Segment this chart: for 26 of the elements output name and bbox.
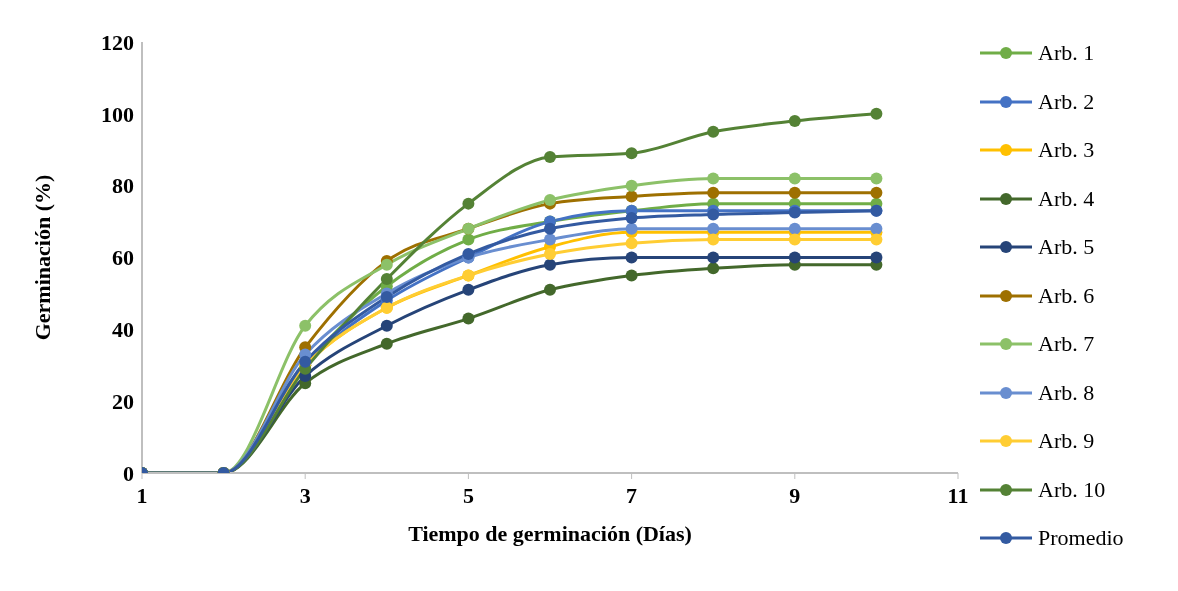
legend-label: Arb. 10 [1038, 476, 1106, 503]
x-tick-label: 11 [947, 482, 969, 508]
x-tick-label: 1 [136, 482, 148, 508]
x-tick-label: 5 [462, 482, 474, 508]
x-axis-title: Tiempo de germinación (Días) [408, 521, 692, 546]
y-tick-label: 20 [112, 388, 134, 414]
y-axis-title: Germinación (%) [29, 174, 55, 341]
y-tick-label: 60 [112, 245, 134, 271]
legend-label: Arb. 7 [1038, 331, 1095, 357]
legend-label: Promedio [1038, 525, 1124, 551]
x-tick-label: 7 [626, 482, 638, 508]
x-tick-label: 3 [299, 482, 311, 508]
legend-label: Arb. 2 [1038, 88, 1095, 115]
y-tick-label: 40 [112, 317, 134, 343]
legend-label: Arb. 1 [1038, 40, 1095, 66]
legend-label: Arb. 5 [1038, 234, 1095, 260]
y-tick-label: 120 [101, 29, 134, 55]
legend-label: Arb. 9 [1038, 428, 1095, 454]
legend-label: Arb. 8 [1038, 379, 1095, 406]
x-tick-label: 9 [789, 482, 801, 508]
y-tick-label: 0 [123, 460, 134, 486]
legend-label: Arb. 6 [1038, 282, 1095, 309]
y-tick-label: 100 [101, 101, 134, 127]
legend-label: Arb. 4 [1038, 185, 1095, 212]
legend-label: Arb. 3 [1038, 137, 1095, 163]
y-tick-label: 80 [112, 173, 134, 199]
